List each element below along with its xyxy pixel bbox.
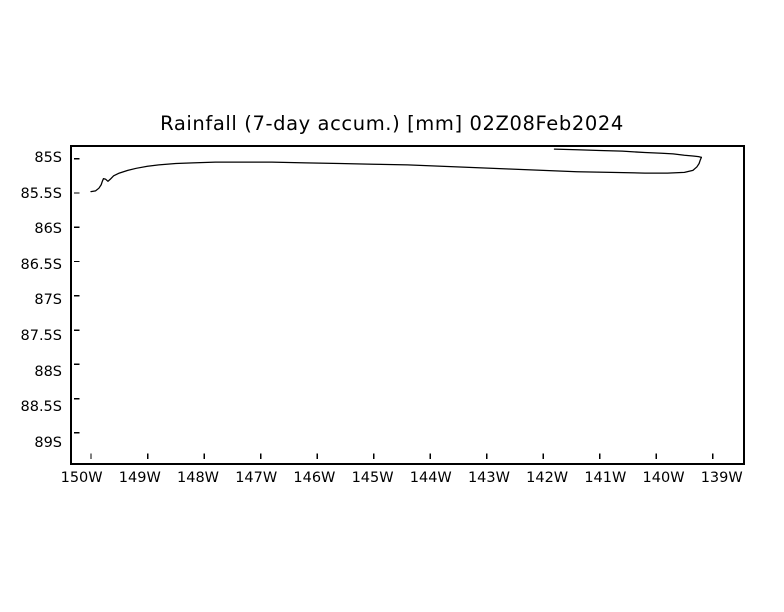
x-axis-tick-label: 141W: [584, 470, 627, 486]
y-axis-tick-label: 87.5S: [20, 328, 63, 344]
x-axis-tick-label: 149W: [118, 470, 161, 486]
plot-area: [70, 145, 745, 465]
x-axis-tick-label: 148W: [177, 470, 220, 486]
x-axis-tick-label: 140W: [642, 470, 685, 486]
y-axis-tick-label: 89S: [34, 434, 62, 451]
x-axis-tick-label: 143W: [467, 470, 510, 486]
x-axis-tick-label: 142W: [526, 470, 569, 486]
x-axis-tick-label: 146W: [293, 470, 336, 486]
y-axis-tick-label: 85.5S: [20, 185, 63, 202]
x-axis-tick-labels: 150W 149W 148W 147W 146W 145W 144W 143W 142W 141W…: [0, 471, 784, 493]
data-line-rainfall-contour-upper: [553, 148, 703, 158]
chart-title: Rainfall (7-day accum.) [mm] 02Z08Feb202…: [160, 112, 624, 135]
plot-frame: [70, 145, 745, 465]
data-line-rainfall-contour-lower: [90, 156, 703, 193]
y-axis-tick-labels: 85S 85.5S 86S 86.5S 87S 87.5S 88S 88.5S 89S: [0, 145, 63, 465]
x-axis-tick-label: 150W: [60, 470, 103, 486]
y-axis-tick-label: 86S: [34, 221, 62, 238]
x-axis-tick-label: 145W: [351, 470, 394, 486]
data-series-layer: [73, 148, 714, 460]
y-axis-tick-label: 85S: [34, 150, 62, 167]
x-axis-tick-label: 147W: [235, 470, 278, 486]
y-axis-tick-label: 88S: [34, 363, 62, 380]
y-axis-tick-label: 88.5S: [20, 399, 63, 416]
y-axis-tick-label: 86.5S: [20, 256, 63, 273]
x-axis-tick-label: 139W: [700, 470, 743, 486]
y-axis-tick-label: 87S: [34, 292, 62, 309]
x-axis-tick-label: 144W: [409, 470, 452, 486]
